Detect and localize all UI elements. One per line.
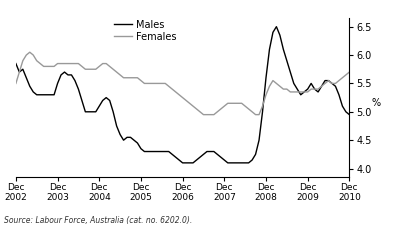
Females (278, 85, 282, 88)
Legend: Males, Females: Males, Females (114, 20, 176, 42)
Males (274, 25, 279, 28)
Males (100, 99, 105, 102)
Y-axis label: %: % (372, 98, 381, 108)
Females (104, 62, 108, 65)
Males (38, 94, 42, 96)
Females (41, 65, 46, 68)
Females (27, 51, 32, 54)
Females (201, 113, 206, 116)
Females (184, 99, 189, 102)
Males (13, 62, 18, 65)
Females (24, 54, 29, 57)
Males (278, 34, 282, 37)
Males (208, 150, 213, 153)
Males (184, 162, 189, 164)
Females (13, 82, 18, 85)
Females (212, 113, 216, 116)
Males (24, 76, 29, 79)
Line: Males: Males (16, 27, 349, 163)
Males (347, 113, 352, 116)
Line: Females: Females (16, 52, 349, 115)
Females (347, 71, 352, 74)
Males (180, 162, 185, 164)
Text: Source: Labour Force, Australia (cat. no. 6202.0).: Source: Labour Force, Australia (cat. no… (4, 216, 192, 225)
